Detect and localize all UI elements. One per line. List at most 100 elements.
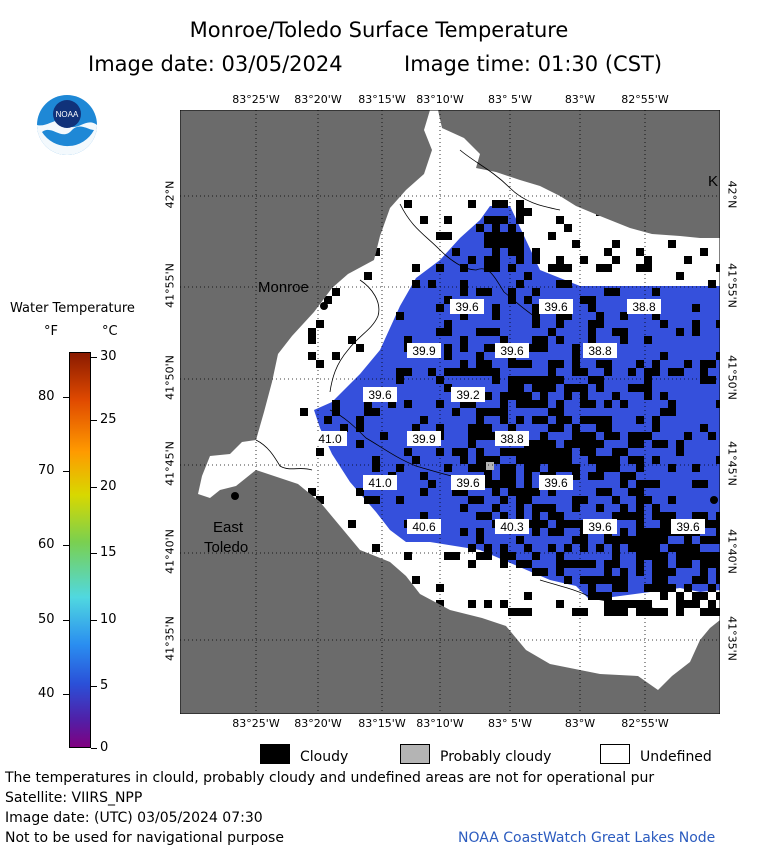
top-lon-label: 83°W (564, 93, 596, 106)
cloud-pixel (332, 408, 340, 416)
cloud-pixel (572, 352, 580, 360)
c-tick-mark (91, 553, 97, 554)
cloud-pixel (516, 216, 524, 224)
cloud-pixel (612, 456, 620, 464)
cloud-pixel (492, 376, 500, 384)
temp-label-bg (583, 343, 617, 358)
cloud-pixel (476, 352, 484, 360)
cloud-pixel (652, 360, 660, 368)
cloud-pixel (500, 408, 508, 416)
cloud-pixel (708, 432, 716, 440)
legend-probably-cloudy-swatch (400, 744, 430, 764)
cloud-pixel (524, 544, 532, 552)
cloud-pixel (524, 464, 532, 472)
cloud-pixel (636, 416, 644, 424)
cloud-pixel (532, 376, 540, 384)
cloud-pixel (468, 544, 476, 552)
cloud-pixel (396, 312, 404, 320)
cloud-pixel (636, 528, 644, 536)
cloud-pixel (668, 496, 676, 504)
cloud-pixel (500, 496, 508, 504)
cloud-pixel (412, 456, 420, 464)
cloud-pixel (716, 560, 720, 568)
cloud-pixel (444, 552, 452, 560)
cloud-pixel (596, 488, 604, 496)
c-tick-label: 5 (100, 678, 109, 693)
cloud-pixel (444, 344, 452, 352)
cloud-pixel (500, 400, 508, 408)
cloud-pixel (620, 568, 628, 576)
bottom-lon-label: 83° 5'W (488, 717, 532, 730)
temp-label-bg (407, 343, 441, 358)
cloud-pixel (540, 392, 548, 400)
cloud-pixel (524, 208, 532, 216)
cloud-pixel (500, 480, 508, 488)
cloud-pixel (476, 528, 484, 536)
cloud-pixel (652, 560, 660, 568)
cloud-pixel (636, 384, 644, 392)
cloud-pixel (564, 312, 572, 320)
place-k: K (708, 173, 718, 190)
place-monroe: Monroe (258, 279, 309, 296)
cloud-pixel (636, 496, 644, 504)
cloud-pixel (516, 240, 524, 248)
cloud-pixel (444, 368, 452, 376)
cloud-pixel (716, 512, 720, 520)
cloud-pixel (716, 352, 720, 360)
cloud-pixel (508, 472, 516, 480)
cloud-pixel (564, 440, 572, 448)
navigation-warning: Not to be used for navigational purpose (5, 830, 284, 846)
cloud-pixel (556, 528, 564, 536)
cloud-pixel (460, 336, 468, 344)
cloud-pixel (564, 264, 572, 272)
bottom-lon-label: 83°25'W (232, 717, 280, 730)
cloud-pixel (660, 592, 668, 600)
cloud-pixel (556, 336, 564, 344)
cloud-pixel (644, 264, 652, 272)
cloud-pixel (476, 424, 484, 432)
cloud-pixel (716, 264, 720, 272)
cloud-pixel (644, 392, 652, 400)
cloud-pixel (564, 560, 572, 568)
cloud-pixel (484, 232, 492, 240)
cloud-pixel (308, 336, 316, 344)
cloud-pixel (588, 448, 596, 456)
cloud-pixel (492, 312, 500, 320)
cloud-pixel (564, 224, 572, 232)
cloud-pixel (492, 488, 500, 496)
cloud-pixel (572, 384, 580, 392)
temp-label-bg (363, 475, 397, 490)
cloud-pixel (516, 376, 524, 384)
cloud-pixel (532, 440, 540, 448)
cloud-pixel (548, 360, 556, 368)
cloud-pixel (484, 344, 492, 352)
cloud-pixel (508, 608, 516, 616)
cloud-pixel (660, 576, 668, 584)
cloud-pixel (644, 384, 652, 392)
cloud-pixel (500, 416, 508, 424)
cloud-pixel (692, 544, 700, 552)
cloud-pixel (644, 528, 652, 536)
cloud-pixel (508, 224, 516, 232)
cloud-pixel (396, 496, 404, 504)
cloud-pixel (628, 472, 636, 480)
cloud-pixel (556, 416, 564, 424)
cloud-pixel (660, 392, 668, 400)
cloud-pixel (668, 400, 676, 408)
cloud-pixel (652, 440, 660, 448)
cloud-pixel (716, 568, 720, 576)
cloud-pixel (484, 456, 492, 464)
cloud-pixel (516, 512, 524, 520)
cloud-pixel (620, 448, 628, 456)
cloud-pixel (596, 376, 604, 384)
cloud-pixel (572, 464, 580, 472)
cloud-pixel (532, 256, 540, 264)
cloud-pixel (476, 464, 484, 472)
cloud-pixel (660, 528, 668, 536)
cloud-pixel (588, 576, 596, 584)
cloud-pixel (468, 424, 476, 432)
f-tick-mark (63, 620, 69, 621)
cloud-pixel (540, 520, 548, 528)
cloud-pixel (628, 488, 636, 496)
cloud-pixel (420, 416, 428, 424)
